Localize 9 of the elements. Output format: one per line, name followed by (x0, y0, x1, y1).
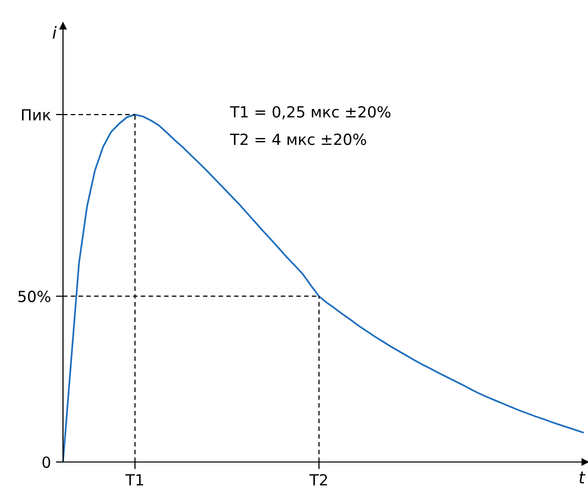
annotation: T1 = 0,25 мкс ±20% (230, 106, 390, 120)
y-axis-title: i (52, 26, 57, 39)
annotation: T2 = 4 мкс ±20% (230, 134, 366, 146)
x-tick-label: T1 (125, 474, 144, 486)
x-tick-label: T2 (309, 474, 327, 486)
y-tick-label: 50% (18, 290, 50, 302)
x-axis-title: t (580, 472, 586, 484)
y-tick-label: Пик (22, 109, 51, 120)
y-tick-label: 0 (42, 456, 50, 468)
